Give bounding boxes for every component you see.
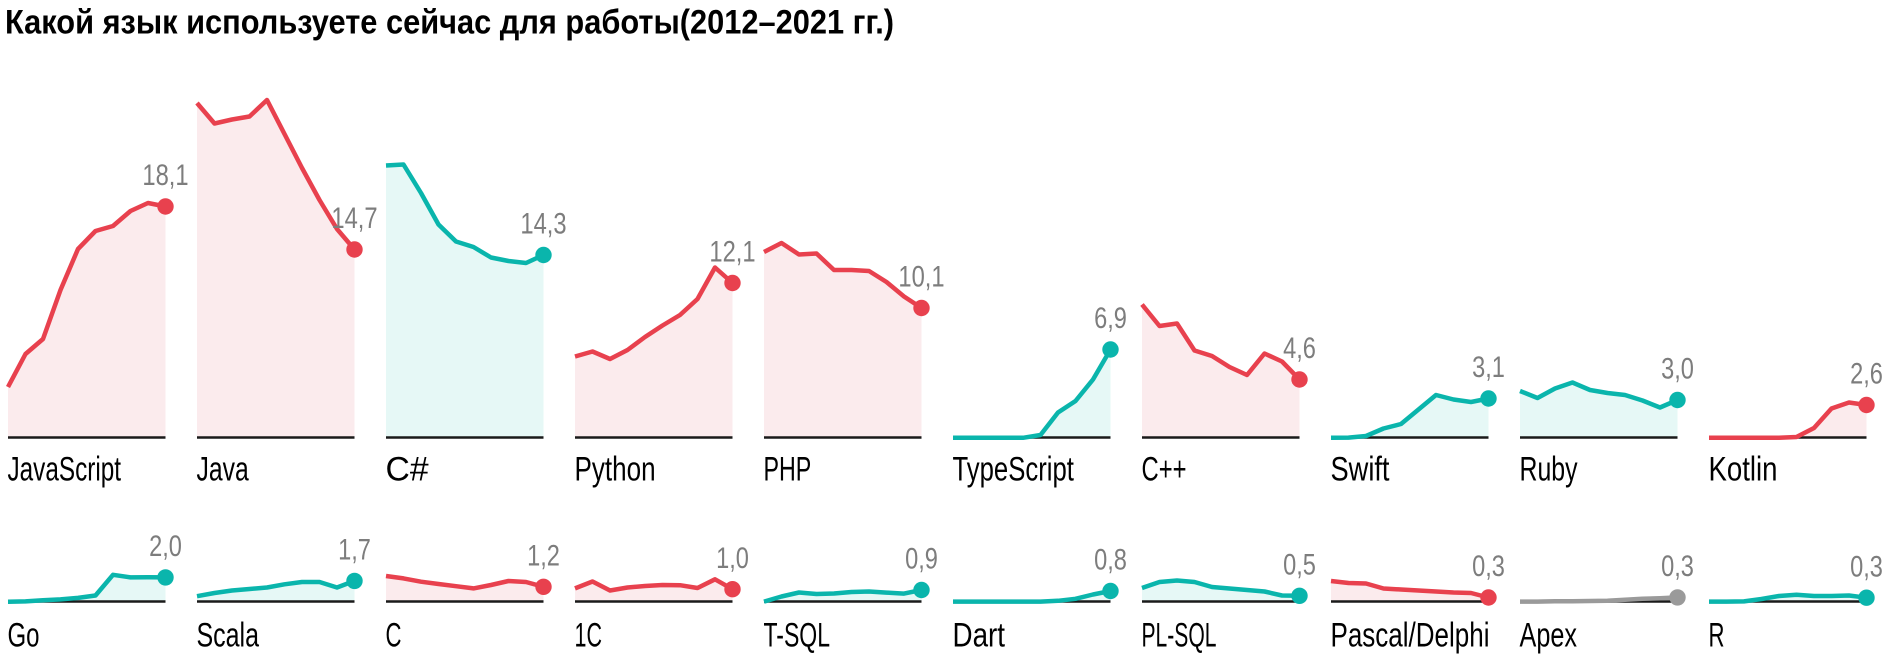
svg-text:14,3: 14,3 (520, 208, 566, 241)
svg-text:Python: Python (575, 451, 656, 489)
svg-text:12,1: 12,1 (709, 236, 755, 269)
svg-text:0,3: 0,3 (1661, 550, 1694, 583)
svg-text:Kotlin: Kotlin (1709, 451, 1778, 489)
svg-text:3,0: 3,0 (1661, 353, 1694, 386)
svg-text:0,5: 0,5 (1283, 548, 1316, 581)
svg-text:Go: Go (8, 616, 40, 654)
svg-text:PL-SQL: PL-SQL (1142, 616, 1217, 654)
svg-text:0,3: 0,3 (1472, 550, 1505, 583)
svg-text:1,2: 1,2 (527, 539, 560, 572)
svg-text:14,7: 14,7 (331, 202, 377, 235)
svg-text:0,3: 0,3 (1850, 550, 1883, 583)
svg-text:C++: C++ (1142, 451, 1187, 489)
svg-text:Apex: Apex (1520, 616, 1578, 654)
svg-text:Pascal/Delphi: Pascal/Delphi (1331, 616, 1490, 654)
svg-text:Swift: Swift (1331, 451, 1390, 489)
svg-text:6,9: 6,9 (1094, 302, 1127, 335)
svg-text:Какой язык используете сейчас: Какой язык используете сейчас для работы… (5, 4, 894, 42)
svg-text:10,1: 10,1 (898, 261, 944, 294)
svg-text:1,0: 1,0 (716, 542, 749, 575)
svg-text:1C: 1C (575, 616, 603, 654)
svg-text:Java: Java (197, 451, 250, 489)
svg-text:3,1: 3,1 (1472, 351, 1505, 384)
svg-text:2,0: 2,0 (149, 530, 182, 563)
svg-text:R: R (1709, 616, 1725, 654)
svg-text:2,6: 2,6 (1850, 358, 1883, 391)
svg-text:PHP: PHP (764, 451, 812, 489)
svg-text:Ruby: Ruby (1520, 451, 1579, 489)
svg-text:Dart: Dart (953, 616, 1006, 654)
svg-text:18,1: 18,1 (142, 159, 188, 192)
svg-text:0,8: 0,8 (1094, 544, 1127, 577)
svg-text:JavaScript: JavaScript (8, 451, 122, 489)
svg-text:TypeScript: TypeScript (953, 451, 1075, 489)
svg-text:C#: C# (386, 451, 430, 489)
svg-text:1,7: 1,7 (338, 534, 371, 567)
svg-text:4,6: 4,6 (1283, 332, 1316, 365)
svg-text:Scala: Scala (197, 616, 260, 654)
svg-text:C: C (386, 616, 402, 654)
svg-text:0,9: 0,9 (905, 543, 938, 576)
svg-text:T-SQL: T-SQL (764, 616, 831, 654)
